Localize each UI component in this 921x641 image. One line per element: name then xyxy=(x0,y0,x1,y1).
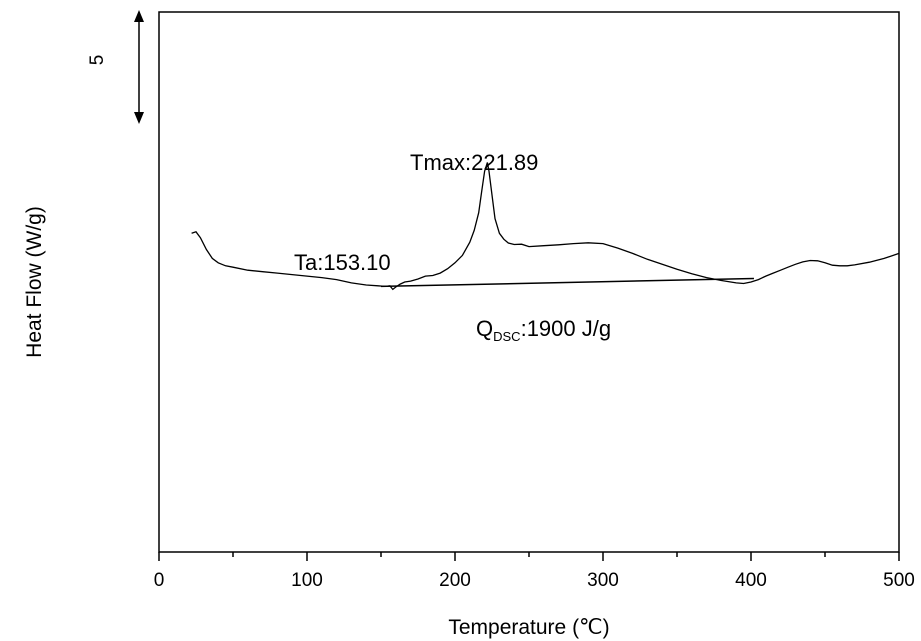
tmax-annotation: Tmax:221.89 xyxy=(410,150,538,175)
x-tick-label: 0 xyxy=(154,570,165,591)
qdsc-value: :1900 J/g xyxy=(521,316,612,341)
x-tick-label: 100 xyxy=(291,570,323,591)
x-tick-label: 400 xyxy=(735,570,767,591)
scale-bar: 5 xyxy=(87,10,144,124)
scale-bar-arrow-down xyxy=(134,112,144,124)
qdsc-subscript: DSC xyxy=(493,329,520,344)
x-tick-label: 200 xyxy=(439,570,471,591)
heat-flow-line xyxy=(191,162,900,291)
plot-frame xyxy=(158,11,900,553)
scale-bar-arrow-up xyxy=(134,10,144,22)
qdsc-annotation: QDSC:1900 J/g xyxy=(476,316,611,344)
x-axis-ticks xyxy=(158,552,900,561)
scale-bar-label: 5 xyxy=(87,55,108,66)
x-axis-title: Temperature (℃) xyxy=(448,616,609,639)
y-axis-title: Heat Flow (W/g) xyxy=(23,206,46,358)
qdsc-symbol: Q xyxy=(476,316,493,341)
x-tick-label: 500 xyxy=(883,570,915,591)
ta-annotation: Ta:153.10 xyxy=(294,250,391,275)
x-tick-label: 300 xyxy=(587,570,619,591)
x-axis-tick-labels: 0 100 200 300 400 500 xyxy=(154,570,915,591)
integration-baseline xyxy=(380,277,754,288)
